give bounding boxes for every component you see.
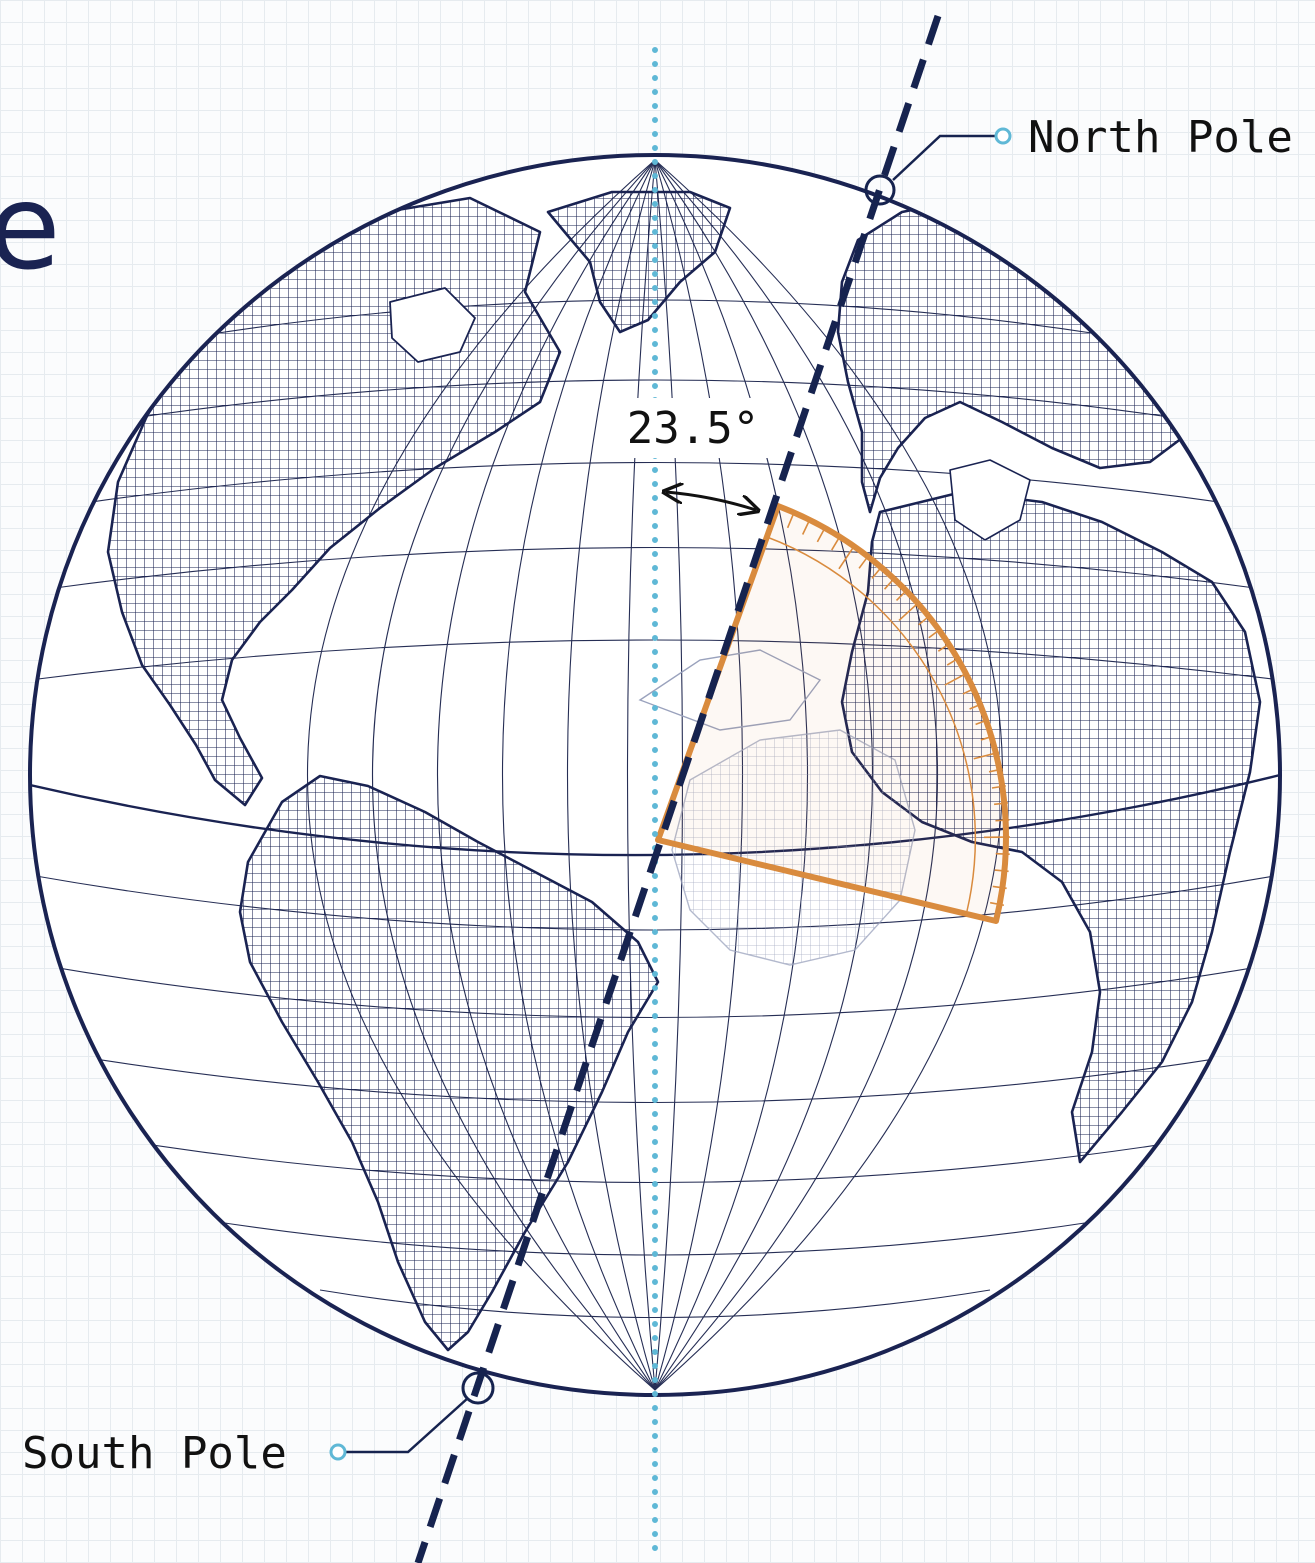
south-pole-dot-icon xyxy=(329,1443,347,1461)
protractor-tick xyxy=(831,537,840,551)
protractor-tick xyxy=(995,819,1010,822)
north-pole-callout: North Pole xyxy=(864,112,1293,206)
protractor-tick xyxy=(975,718,990,726)
angle-arc-arrow xyxy=(666,492,756,510)
protractor-tick xyxy=(895,589,907,602)
protractor-tick xyxy=(937,642,951,652)
scandinavia-gap xyxy=(949,459,1031,541)
protractor-tick xyxy=(994,802,1009,806)
heading-fragment: e xyxy=(0,158,61,296)
tilt-angle-label: 23.5° xyxy=(627,403,759,454)
protractor-tick xyxy=(871,567,882,579)
north-pole-marker xyxy=(864,174,896,206)
protractor-tick xyxy=(969,702,983,710)
south-america xyxy=(238,774,660,1352)
protractor-tick xyxy=(946,657,960,666)
north-pole-leader-line xyxy=(892,134,1000,181)
protractor-tick xyxy=(858,556,869,569)
south-pole-marker xyxy=(461,1371,495,1405)
protractor-tick xyxy=(816,529,825,543)
protractor-tick xyxy=(994,869,1009,873)
protractor-tick xyxy=(801,521,810,535)
protractor-inner-arc xyxy=(766,536,977,912)
continents xyxy=(106,190,1262,1352)
hudson-bay-hole xyxy=(389,287,476,363)
protractor-tick xyxy=(786,514,794,529)
protractor-tick xyxy=(962,687,976,695)
angle-label-bg xyxy=(612,398,774,458)
protractor-tick xyxy=(883,578,895,590)
protractor-tick xyxy=(980,735,995,741)
south-pole-leader-line xyxy=(343,1397,469,1454)
protractor-tick xyxy=(918,615,930,626)
tilt-angle-indicator: 23.5° xyxy=(612,398,774,510)
protractor-tick xyxy=(898,602,919,622)
protractor-tick xyxy=(989,901,1005,907)
protractor-wedge xyxy=(655,503,1009,924)
protractor xyxy=(655,503,1010,924)
graticule xyxy=(30,159,1280,1391)
greenland xyxy=(546,190,732,334)
far-side-landmass xyxy=(638,649,916,966)
protractor-tick xyxy=(995,852,1010,856)
rotation-axis xyxy=(414,14,942,1563)
north-pole-dot-icon xyxy=(994,127,1012,145)
protractor-tick xyxy=(973,751,1000,760)
protractor-tick xyxy=(988,768,1003,773)
protractor-tick xyxy=(944,671,969,686)
protractor-tick xyxy=(928,628,941,639)
north-pole-label: North Pole xyxy=(1028,112,1293,163)
south-pole-label: South Pole xyxy=(22,1428,287,1479)
protractor-tick xyxy=(838,546,855,570)
protractor-tick xyxy=(992,885,1007,890)
protractor-tick xyxy=(991,785,1006,789)
protractor-ticks xyxy=(786,514,1010,907)
south-pole-callout: South Pole xyxy=(22,1371,495,1479)
